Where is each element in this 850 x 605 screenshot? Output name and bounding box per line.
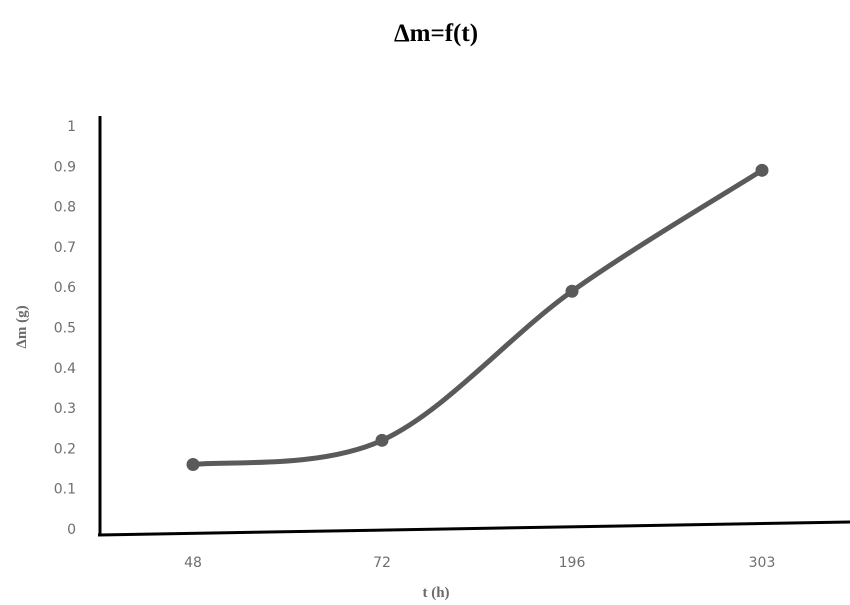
x-tick-label: 303: [749, 555, 776, 571]
y-tick-label: 0.8: [54, 200, 76, 216]
y-tick-label: 0.3: [54, 401, 76, 417]
x-tick-label: 196: [559, 555, 586, 571]
y-tick-label: 0.7: [54, 240, 76, 256]
y-tick-label: 0.9: [54, 159, 76, 175]
series-line: [190, 167, 765, 468]
y-tick-label: 0.6: [54, 280, 76, 296]
chart-title: Δm=f(t): [394, 20, 478, 47]
data-point: [186, 458, 200, 472]
x-tick-label: 72: [373, 555, 391, 571]
data-points: [186, 163, 769, 472]
y-tick-label: 0.4: [54, 361, 76, 377]
y-tick-label: 0: [67, 522, 76, 538]
x-axis-line: [97, 520, 850, 537]
x-axis-tick-labels: 48 72 196 303: [184, 555, 775, 571]
y-tick-label: 0.5: [54, 321, 76, 337]
y-axis-title: Δm (g): [14, 305, 30, 348]
x-axis-title: t (h): [422, 585, 449, 601]
data-point: [755, 163, 769, 177]
data-point: [375, 433, 389, 447]
y-tick-label: 0.2: [54, 441, 76, 457]
y-axis-tick-labels: 0 0.1 0.2 0.3 0.4 0.5 0.6 0.7 0.8 0.9 1: [54, 119, 76, 538]
y-tick-label: 1: [67, 119, 76, 135]
data-point: [565, 284, 579, 298]
y-tick-label: 0.1: [54, 482, 76, 498]
x-tick-label: 48: [184, 555, 202, 571]
